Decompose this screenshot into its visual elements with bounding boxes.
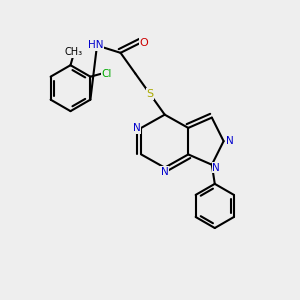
Text: N: N [133, 123, 141, 133]
Text: N: N [161, 167, 169, 177]
Text: N: N [226, 136, 233, 146]
Text: S: S [146, 89, 154, 99]
Text: Cl: Cl [101, 69, 112, 79]
Text: HN: HN [88, 40, 103, 50]
Text: CH₃: CH₃ [64, 47, 82, 57]
Text: N: N [212, 163, 220, 173]
Text: O: O [140, 38, 148, 47]
